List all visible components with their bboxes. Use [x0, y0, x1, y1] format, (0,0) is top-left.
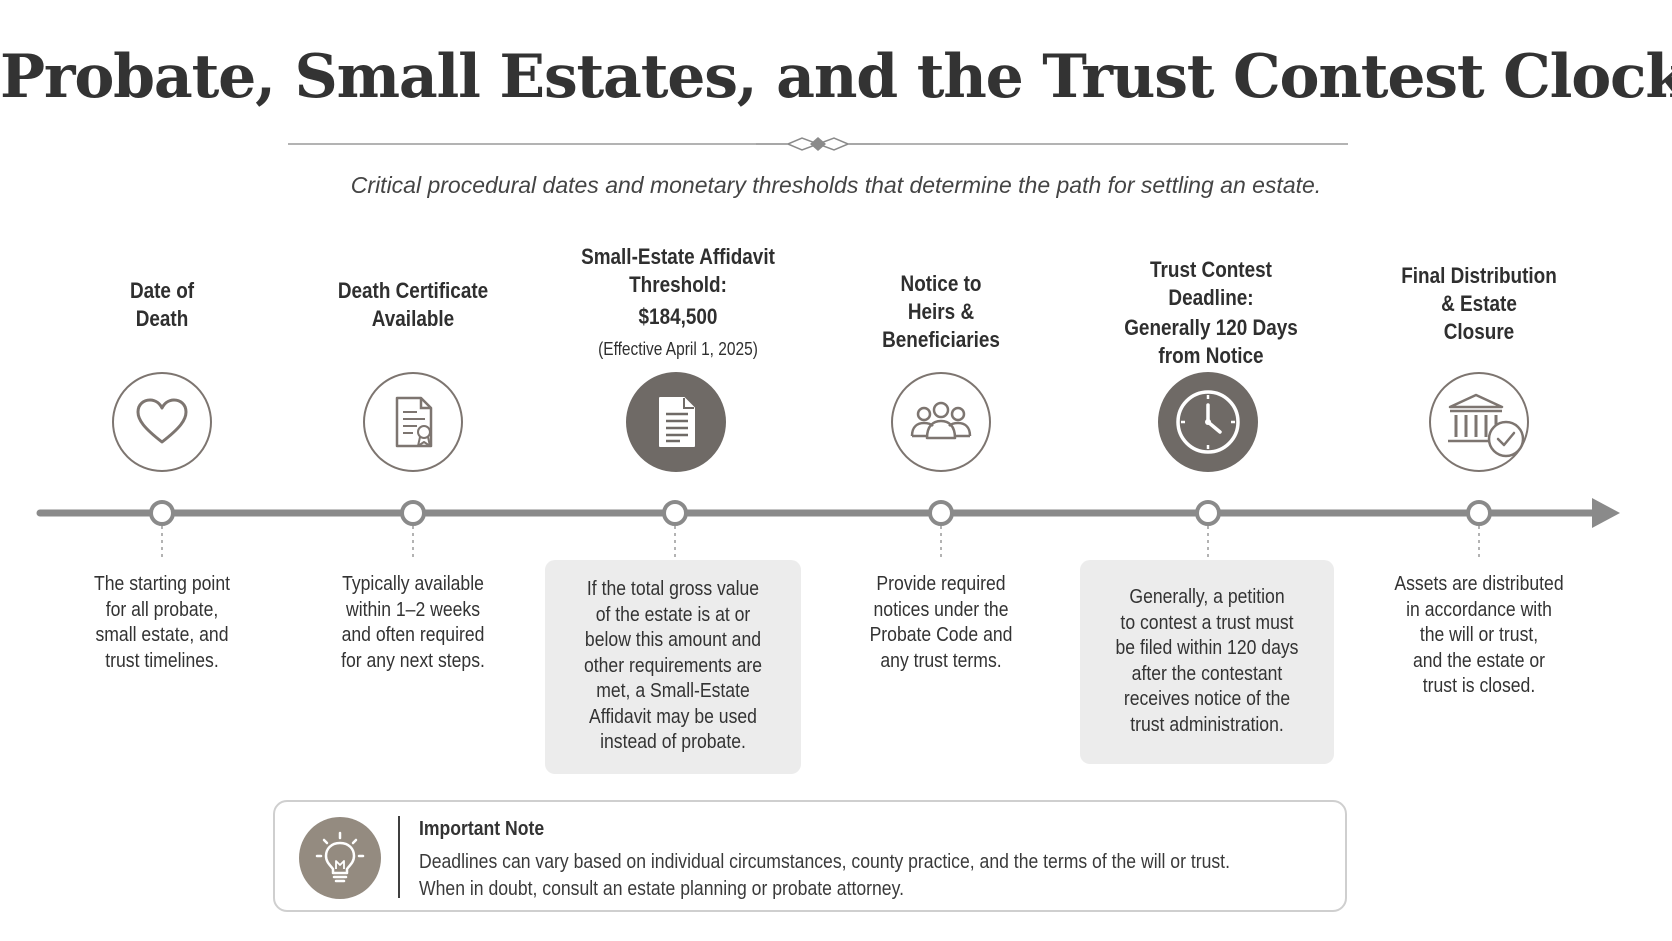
- timeline-marker-3: [662, 500, 688, 526]
- timeline-arrowhead: [1592, 498, 1620, 528]
- milestone-label-notice-to-heirs: Notice to Heirs & Beneficiaries: [882, 271, 1000, 352]
- milestone-label-final-distribution: Final Distribution & Estate Closure: [1401, 263, 1557, 344]
- note-title: Important Note: [419, 818, 545, 840]
- timeline-marker-6: [1466, 500, 1492, 526]
- milestone-label-trust-contest-deadline: Trust Contest Deadline: Generally 120 Da…: [1124, 257, 1298, 368]
- bank-check-icon: [1429, 372, 1529, 472]
- timeline-marker-5: [1195, 500, 1221, 526]
- title-divider: [288, 137, 1348, 151]
- subtitle: Critical procedural dates and monetary t…: [350, 172, 1322, 198]
- milestone-description-trust-contest: Generally, a petition to contest a trust…: [1115, 586, 1299, 736]
- important-note-box: Important Note Deadlines can vary based …: [273, 800, 1347, 912]
- note-text: Deadlines can vary based on individual c…: [419, 851, 1230, 900]
- trust-contest-description-box: [1080, 560, 1334, 764]
- timeline-marker-4: [928, 500, 954, 526]
- milestone-description-notice-to-heirs: Provide required notices under the Proba…: [869, 573, 1013, 672]
- milestone-label-date-of-death: Date of Death: [129, 278, 195, 331]
- page-title: Probate, Small Estates, and the Trust Co…: [0, 42, 1672, 112]
- milestone-description-date-of-death: The starting point for all probate, smal…: [94, 573, 230, 672]
- timeline-marker-2: [400, 500, 426, 526]
- clock-icon: [1158, 372, 1258, 472]
- milestone-description-final-distribution: Assets are distributed in accordance wit…: [1394, 573, 1564, 697]
- certificate-document-icon: [363, 372, 463, 472]
- milestone-description-small-estate: If the total gross value of the estate i…: [583, 578, 763, 753]
- heart-icon: [112, 372, 212, 472]
- small-estate-description-box: [545, 560, 801, 774]
- milestone-label-death-certificate: Death Certificate Available: [337, 278, 489, 331]
- timeline-marker-1: [149, 500, 175, 526]
- milestone-label-small-estate-threshold: Small-Estate Affidavit Threshold: $184,5…: [581, 244, 775, 359]
- timeline: [36, 498, 1620, 560]
- affidavit-document-icon: [626, 372, 726, 472]
- note-separator: [398, 816, 400, 898]
- milestone-description-death-certificate: Typically available within 1–2 weeks and…: [341, 573, 485, 672]
- people-group-icon: [891, 372, 991, 472]
- lightbulb-icon: [299, 817, 381, 899]
- timeline-markers: [149, 500, 1492, 560]
